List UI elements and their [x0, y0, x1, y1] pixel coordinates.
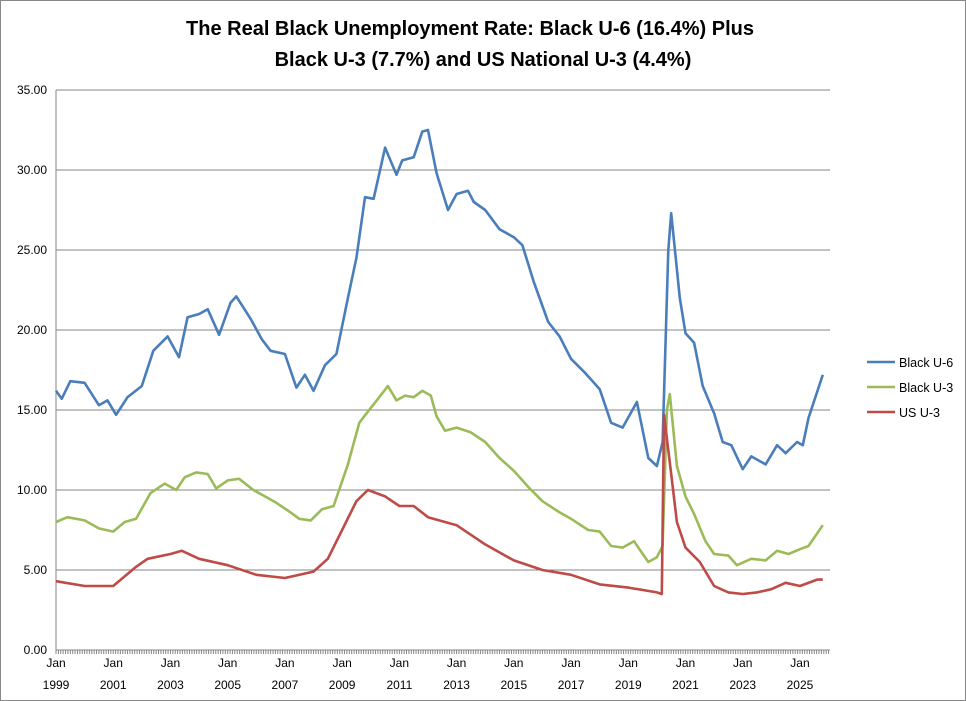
x-tick-month: Jan	[218, 656, 237, 670]
series-line-black-u-6	[54, 128, 825, 471]
x-tick-month: Jan	[390, 656, 409, 670]
x-tick-month: Jan	[676, 656, 695, 670]
series-line-black-u-3	[55, 384, 824, 567]
x-tick-year: 2025	[787, 678, 814, 692]
x-tick-year: 2013	[443, 678, 470, 692]
x-tick-year: 2023	[729, 678, 756, 692]
x-tick-year: 2017	[558, 678, 585, 692]
x-tick-year: 2011	[386, 678, 412, 692]
legend-label: Black U-3	[899, 381, 953, 395]
x-tick-year: 2007	[272, 678, 299, 692]
x-tick-month: Jan	[790, 656, 809, 670]
x-tick-year: 2001	[100, 678, 127, 692]
y-tick-label: 0.00	[24, 643, 48, 657]
x-tick-year: 2019	[615, 678, 642, 692]
y-tick-label: 15.00	[17, 403, 47, 417]
x-tick-month: Jan	[561, 656, 580, 670]
y-tick-label: 35.00	[17, 83, 47, 97]
x-tick-month: Jan	[619, 656, 638, 670]
x-tick-month: Jan	[733, 656, 752, 670]
x-tick-year: 2003	[157, 678, 184, 692]
y-tick-label: 10.00	[17, 483, 47, 497]
x-tick-year: 1999	[43, 678, 70, 692]
x-tick-year: 2005	[214, 678, 241, 692]
x-tick-year: 2009	[329, 678, 356, 692]
x-tick-year: 2021	[672, 678, 699, 692]
y-tick-label: 25.00	[17, 243, 47, 257]
x-tick-month: Jan	[46, 656, 65, 670]
chart-title-line-1: The Real Black Unemployment Rate: Black …	[186, 18, 754, 40]
y-tick-label: 20.00	[17, 323, 47, 337]
legend-label: US U-3	[899, 406, 940, 420]
x-tick-month: Jan	[332, 656, 351, 670]
chart-title-line-2: Black U-3 (7.7%) and US National U-3 (4.…	[275, 49, 692, 71]
y-tick-label: 5.00	[24, 563, 48, 577]
series-line-us-u-3	[55, 413, 823, 596]
x-tick-month: Jan	[504, 656, 523, 670]
x-tick-month: Jan	[275, 656, 294, 670]
legend-label: Black U-6	[899, 356, 953, 370]
x-tick-month: Jan	[161, 656, 180, 670]
x-tick-month: Jan	[104, 656, 123, 670]
y-tick-label: 30.00	[17, 163, 47, 177]
x-tick-year: 2015	[500, 678, 527, 692]
x-tick-month: Jan	[447, 656, 466, 670]
